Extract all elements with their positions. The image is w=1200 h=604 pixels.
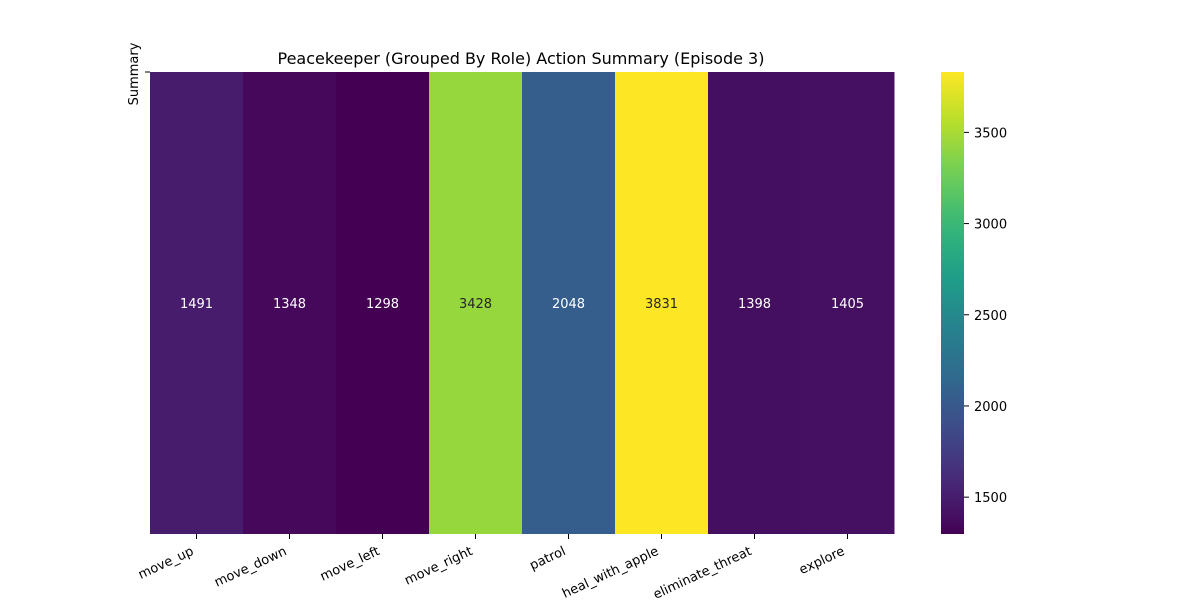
colorbar-tick-label: 3000 [974, 218, 1007, 233]
x-tick-label: move_up [136, 544, 196, 583]
cell-annotations: 1491 1348 1298 3428 2048 3831 1398 1405 [180, 297, 864, 312]
heatmap-cell [615, 72, 709, 534]
chart-title: Peacekeeper (Grouped By Role) Action Sum… [278, 49, 765, 68]
x-tick-label: patrol [527, 544, 568, 574]
heatmap-cells [150, 72, 895, 534]
heatmap-cell [522, 72, 616, 534]
y-axis-label: Summary [127, 42, 142, 105]
x-tick-label: move_down [212, 544, 289, 591]
colorbar-tick-label: 3500 [974, 126, 1007, 141]
cell-value-label: 1398 [738, 297, 771, 312]
x-tick-label: eliminate_threat [651, 544, 754, 600]
heatmap-cell [336, 72, 430, 534]
x-tick-label: explore [797, 544, 847, 578]
colorbar-tick-label: 1500 [974, 491, 1007, 506]
heatmap-cell [243, 72, 337, 534]
heatmap-cell [429, 72, 523, 534]
colorbar-scale [941, 72, 964, 534]
cell-value-label: 2048 [552, 297, 585, 312]
cell-value-label: 1298 [366, 297, 399, 312]
colorbar-tick-label: 2500 [974, 309, 1007, 324]
heatmap-cell [150, 72, 244, 534]
heatmap-cell [708, 72, 802, 534]
cell-value-label: 1491 [180, 297, 213, 312]
cell-value-label: 3831 [645, 297, 678, 312]
cell-value-label: 3428 [459, 297, 492, 312]
cell-value-label: 1348 [273, 297, 306, 312]
colorbar: 1500 2000 2500 3000 3500 [941, 72, 1007, 534]
colorbar-tick-label: 2000 [974, 400, 1007, 415]
x-tick-label: move_left [318, 544, 382, 585]
heatmap-cell [801, 72, 895, 534]
cell-value-label: 1405 [831, 297, 864, 312]
x-tick-label: heal_with_apple [560, 544, 661, 600]
x-tick-label: move_right [402, 544, 475, 589]
x-axis: move_up move_down move_left move_right patro… [136, 534, 848, 603]
